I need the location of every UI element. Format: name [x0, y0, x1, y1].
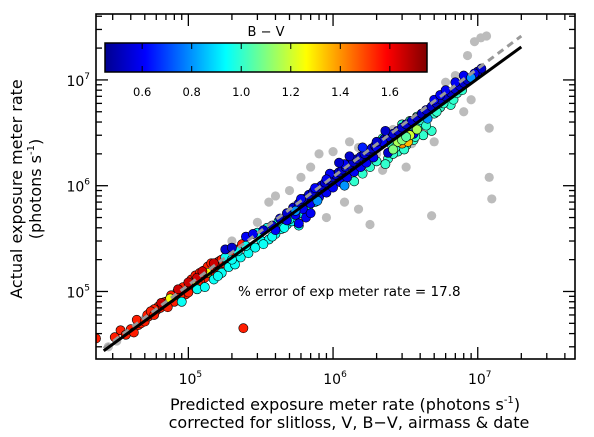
data-point-68: [238, 323, 249, 334]
excluded-point-46: [344, 137, 355, 147]
excluded-point-16: [314, 149, 324, 159]
excluded-point-2: [462, 50, 473, 61]
reference-line: [102, 34, 523, 350]
data-point-119: [380, 159, 391, 170]
colorbar-tick-label-2: 1.0: [232, 85, 250, 99]
excluded-point-28: [264, 197, 274, 207]
excluded-point-12: [466, 95, 476, 105]
data-point-253: [339, 180, 350, 191]
excluded-point-11: [459, 107, 469, 117]
colorbar-tick-label-4: 1.4: [331, 85, 349, 99]
excluded-point-13: [450, 70, 460, 81]
data-point-234: [248, 229, 258, 239]
data-point-109: [212, 271, 223, 281]
data-point-260: [412, 124, 422, 135]
excluded-point-1: [481, 31, 492, 41]
y-tick-label-0: 105: [66, 283, 90, 301]
excluded-point-15: [328, 147, 338, 157]
y-tick-label-1: 106: [66, 178, 90, 196]
excluded-point-26: [321, 212, 332, 223]
excluded-point-24: [339, 197, 350, 207]
error-annotation: % error of exp meter rate = 17.8: [238, 284, 461, 300]
x-tick-label-0: 105: [179, 370, 203, 388]
x-axis-title-line1: Predicted exposure meter rate (photons s…: [170, 395, 520, 414]
colorbar-ticks: 0.6 0.8 1.0 1.2 1.4 1.6: [133, 43, 399, 99]
y-tick-label-2: 107: [66, 72, 90, 90]
data-point-244: [380, 125, 391, 136]
colorbar-tick-label-1: 0.8: [183, 85, 201, 99]
excluded-point-27: [365, 219, 375, 230]
x-tick-label-2: 107: [468, 370, 492, 388]
data-point-241: [334, 157, 344, 168]
excluded-point-18: [296, 172, 306, 182]
plot-area: [96, 31, 523, 353]
excluded-point-10: [427, 211, 437, 221]
fit-line: [102, 45, 523, 353]
y-axis-title-line1: Actual exposure meter rate: [7, 79, 26, 299]
plot-frame: [95, 13, 576, 360]
colorbar-title: B − V: [248, 25, 285, 40]
excluded-point-19: [306, 162, 316, 172]
data-point-76: [176, 296, 187, 307]
colorbar-gradient: [104, 42, 428, 73]
excluded-point-14: [441, 77, 451, 87]
data-point-258: [388, 144, 398, 155]
excluded-point-4: [484, 123, 494, 133]
x-axis-title-line2: corrected for slitloss, V, B−V, airmass …: [169, 413, 530, 432]
excluded-point-31: [284, 185, 295, 196]
x-tick-label-1: 106: [323, 370, 347, 388]
data-point-237: [305, 208, 316, 219]
colorbar-tick-label-5: 1.6: [381, 85, 399, 99]
excluded-point-22: [429, 137, 439, 147]
data-point-240: [344, 151, 355, 162]
data-points: [96, 63, 487, 344]
data-point-235: [293, 218, 304, 229]
excluded-point-5: [484, 172, 494, 182]
excluded-point-9: [401, 162, 411, 172]
data-point-103: [258, 239, 269, 250]
data-point-228: [450, 77, 461, 88]
excluded-point-3: [469, 37, 480, 47]
excluded-point-29: [270, 191, 281, 201]
data-point-78: [199, 282, 210, 293]
axis-ticks: 105 106 107 105 106 107: [66, 14, 575, 388]
excluded-point-6: [487, 194, 497, 204]
colorbar-tick-label-3: 1.2: [282, 85, 300, 99]
y-axis-title-line2: (photons s-1): [26, 139, 45, 240]
excluded-point-25: [353, 204, 364, 214]
colorbar: B − V 0.6 0.8 1.0 1.2 1.4 1.6: [104, 25, 428, 99]
colorbar-tick-label-0: 0.6: [133, 85, 151, 99]
data-point-239: [357, 142, 368, 153]
excluded-point-30: [252, 217, 262, 227]
